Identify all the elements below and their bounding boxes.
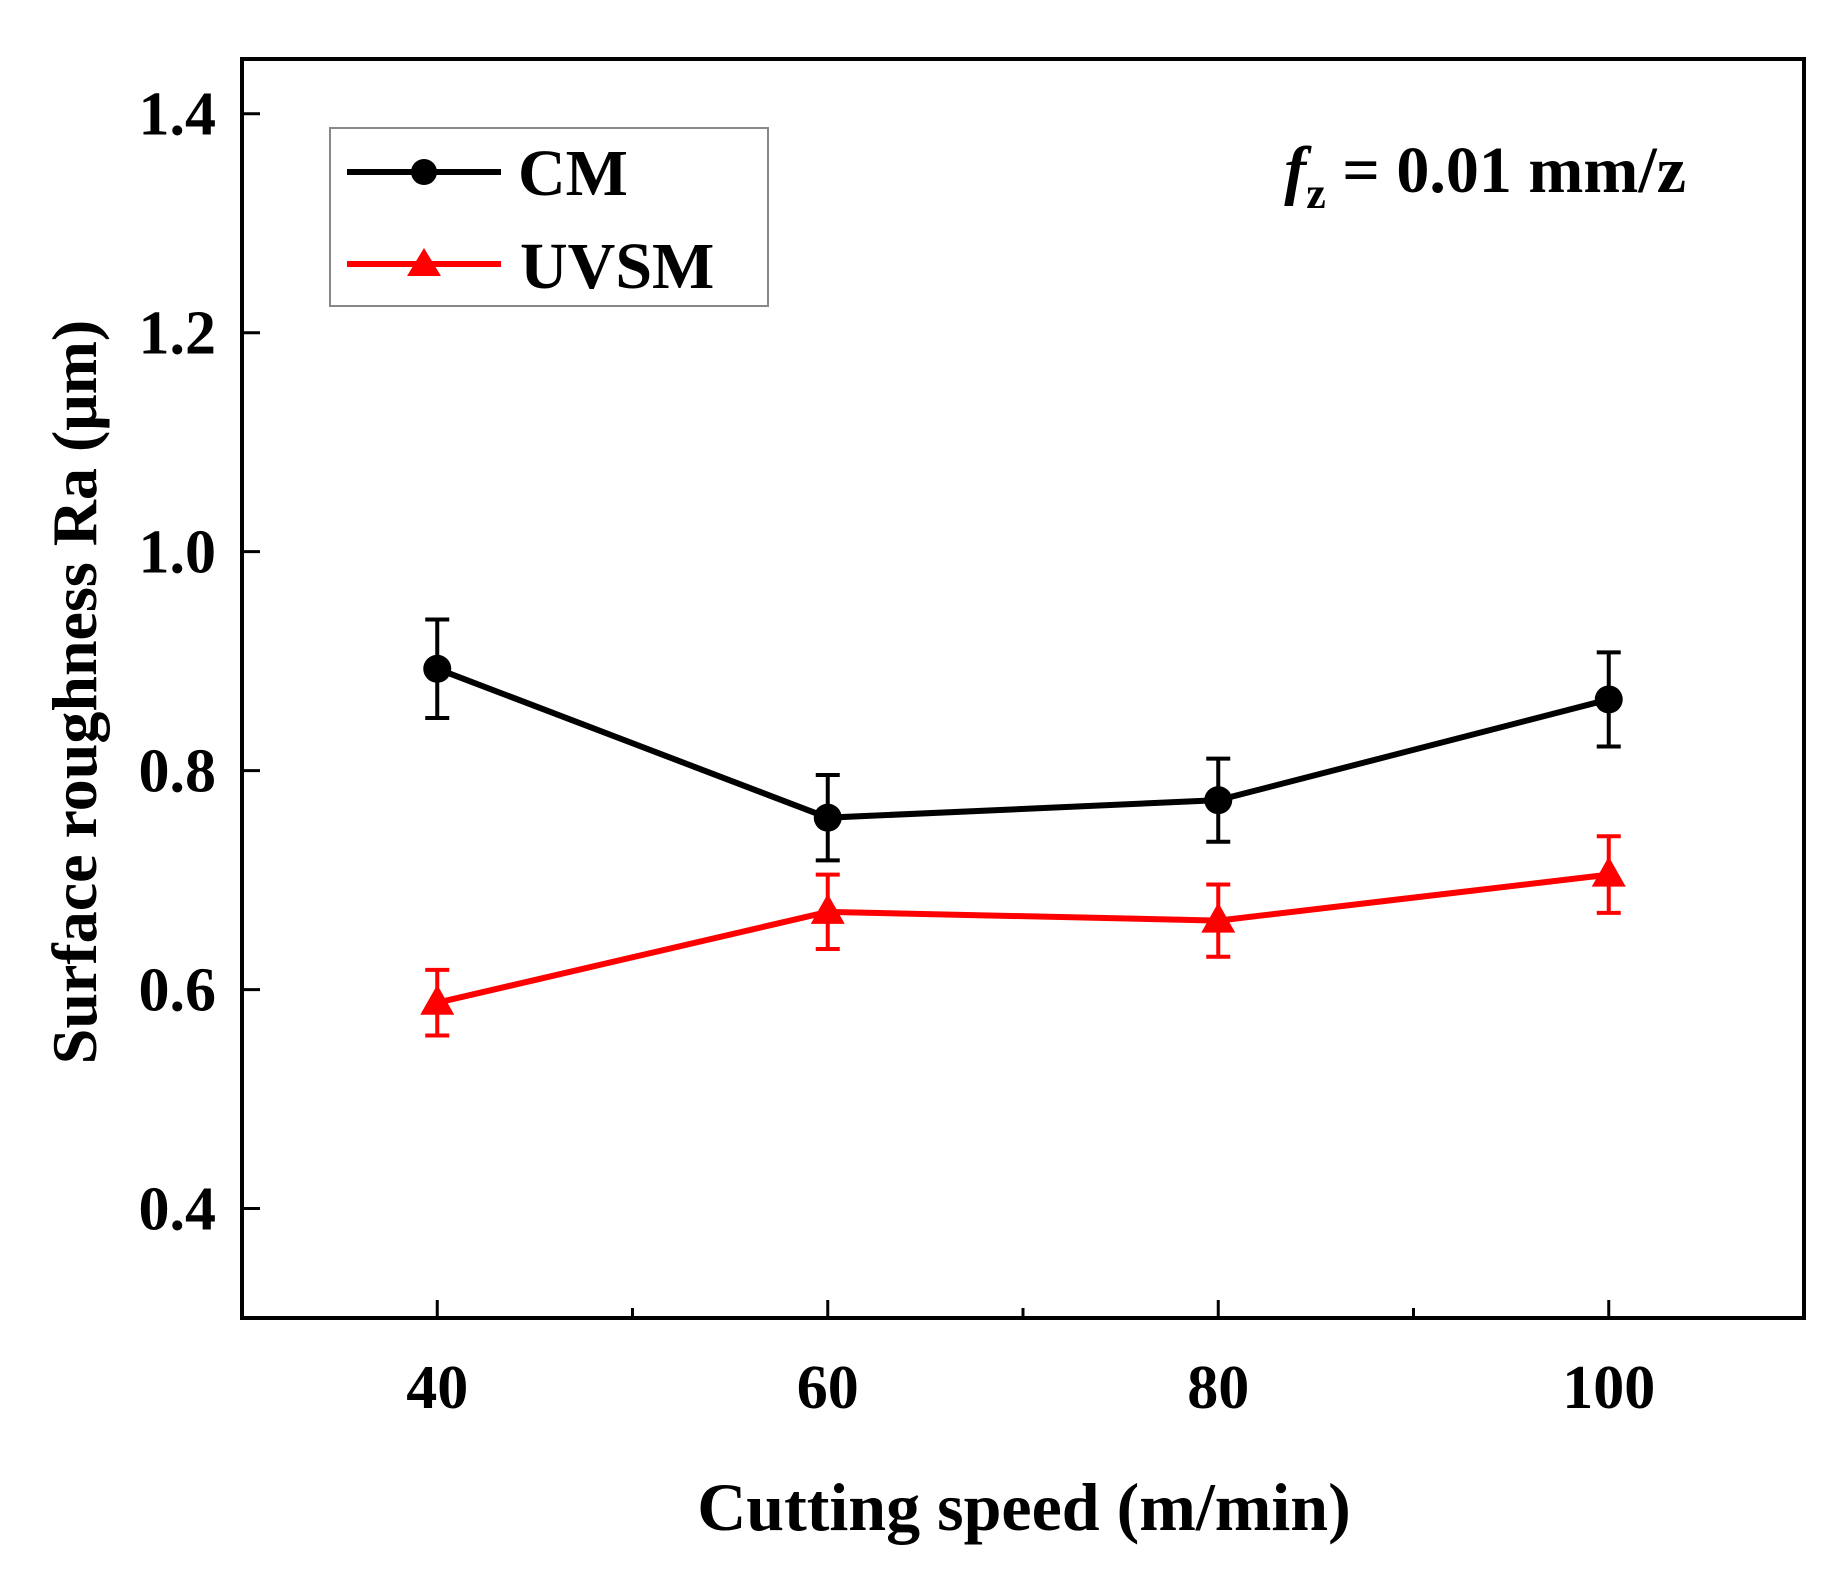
- data-point-uvsm: [810, 893, 845, 924]
- legend-marker-cm: [411, 159, 437, 185]
- x-tick-label: 60: [797, 1354, 859, 1422]
- legend-label-cm: CM: [518, 137, 628, 210]
- legend: CM UVSM: [329, 127, 769, 307]
- data-point-uvsm: [420, 984, 455, 1015]
- y-tick-label: 1.0: [139, 519, 217, 587]
- x-tick-label: 40: [406, 1354, 468, 1422]
- y-tick-label: 0.4: [139, 1176, 217, 1244]
- y-axis-label: Surface roughness Ra (μm): [39, 320, 110, 1064]
- legend-box: [329, 127, 769, 307]
- data-point-uvsm: [1591, 856, 1626, 887]
- data-point-cm: [813, 803, 842, 832]
- series-line-cm: [436, 665, 1610, 821]
- y-tick-label: 0.8: [139, 738, 217, 806]
- legend-marker-uvsm: [407, 248, 441, 276]
- data-point-cm: [1594, 685, 1623, 714]
- series-line-uvsm: [436, 871, 1610, 1006]
- x-tick-label: 80: [1187, 1354, 1249, 1422]
- axis-ticks: 40 60 80 100 0.4 0.6 0.8 1.0 1.2 1.4: [139, 81, 1656, 1422]
- legend-label-uvsm: UVSM: [520, 230, 714, 303]
- y-tick-label: 1.4: [139, 81, 217, 149]
- feed-annotation: fz = 0.01 mm/z: [1284, 134, 1686, 218]
- x-tick-label: 100: [1562, 1354, 1655, 1422]
- data-point-cm: [1204, 786, 1233, 815]
- data-point-cm: [423, 654, 452, 683]
- x-axis-label: Cutting speed (m/min): [697, 1469, 1351, 1545]
- y-tick-label: 1.2: [139, 300, 217, 368]
- data-point-uvsm: [1201, 902, 1236, 933]
- y-tick-label: 0.6: [139, 957, 217, 1025]
- plot-marks: [420, 617, 1626, 1038]
